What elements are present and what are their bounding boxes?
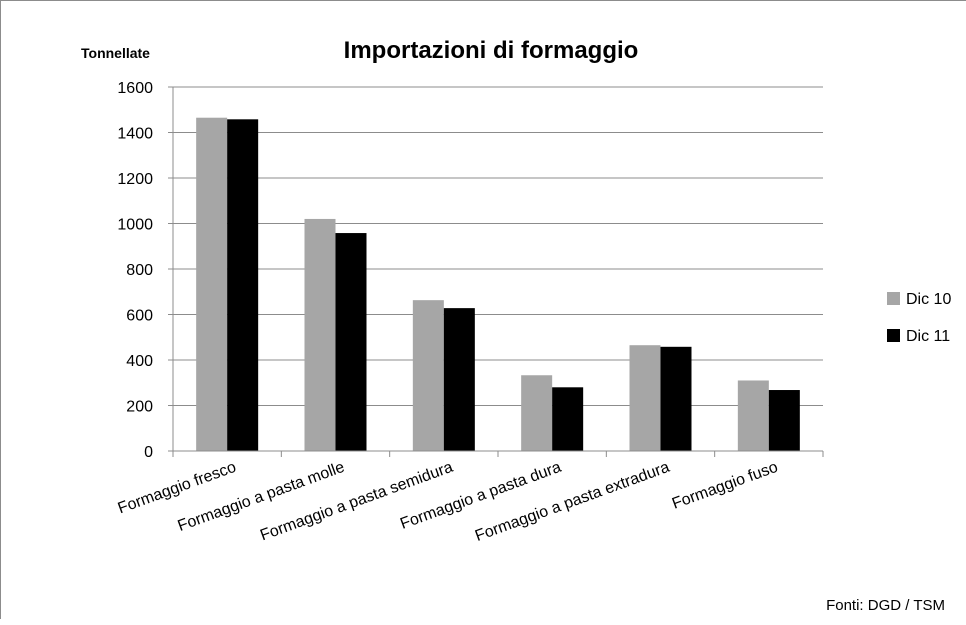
x-category-label: Formaggio fuso: [670, 459, 780, 513]
y-tick-label: 1200: [117, 171, 153, 188]
bar-dic-11: [443, 308, 475, 451]
y-tick-label: 600: [126, 308, 153, 325]
bar-dic-11: [227, 119, 259, 452]
bar-dic-10: [521, 375, 553, 451]
legend-label: Dic 11: [906, 328, 950, 345]
y-tick-label: 1600: [117, 80, 153, 97]
bar-dic-11: [660, 346, 692, 451]
y-tick-label: 1400: [117, 126, 153, 143]
legend: Dic 10 Dic 11: [887, 291, 951, 345]
y-axis-label: Tonnellate: [81, 45, 150, 61]
y-tick-label: 0: [144, 444, 153, 461]
y-tick-label: 800: [126, 262, 153, 279]
axes: [172, 87, 824, 457]
y-axis-ticks: 0 200 400 600 800 1000 1200 1400 1600: [117, 80, 173, 461]
y-tick-label: 200: [126, 399, 153, 416]
gridlines: [173, 86, 823, 406]
chart-title: Importazioni di formaggio: [344, 37, 639, 64]
bar-dic-10: [196, 117, 228, 452]
x-category-label: Formaggio a pasta extradura: [473, 459, 672, 545]
legend-swatch: [887, 292, 900, 305]
source-note: Fonti: DGD / TSM: [826, 597, 945, 614]
y-tick-label: 1000: [117, 217, 153, 234]
bar-dic-10: [629, 345, 661, 451]
bar-dic-11: [335, 233, 367, 451]
bar-dic-10: [304, 218, 336, 451]
bar-dic-11: [552, 387, 584, 451]
bar-dic-10: [737, 380, 769, 451]
legend-swatch: [887, 329, 900, 342]
legend-label: Dic 10: [906, 291, 951, 308]
y-tick-label: 400: [126, 353, 153, 370]
bar-dic-11: [768, 390, 800, 451]
x-category-label: Formaggio a pasta semidura: [258, 459, 455, 545]
bars: [196, 117, 800, 452]
bar-dic-10: [412, 300, 444, 451]
